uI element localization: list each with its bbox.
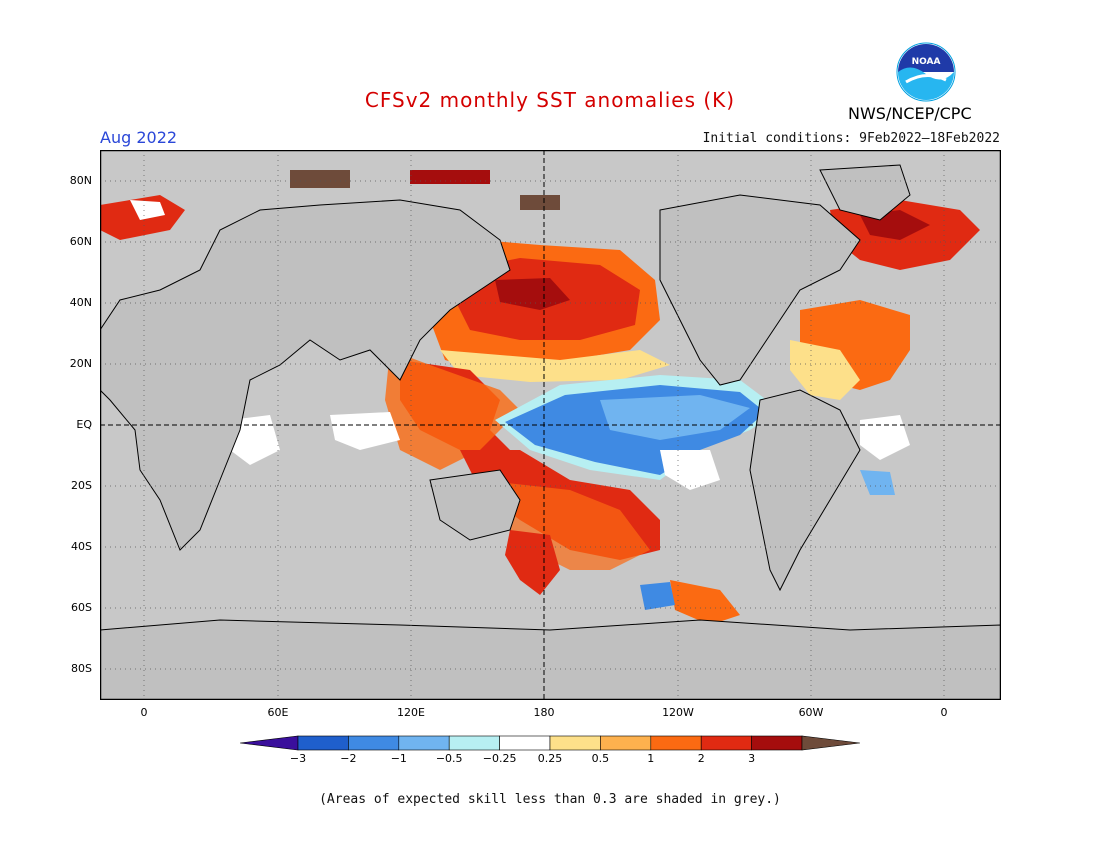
lat-tick-40s: 40S — [71, 540, 92, 553]
colorbar-bin — [650, 735, 702, 751]
lon-tick-120w: 120W — [662, 706, 694, 719]
colorbar-bin — [448, 735, 500, 751]
map-frame — [100, 150, 1001, 700]
colorbar-bin — [297, 735, 349, 751]
south-pacific-orange — [480, 480, 650, 570]
landmass-antarctica — [100, 619, 1001, 700]
colorbar-tick-label: −3 — [289, 752, 307, 765]
indian-ocean-neutral-b — [330, 412, 400, 450]
anomaly-field — [100, 170, 980, 625]
colorbar-tick-label: 0.25 — [537, 752, 563, 765]
south-atlantic-cold — [860, 470, 895, 495]
logo-text: NOAA — [912, 57, 941, 67]
landmass-south-america — [749, 389, 861, 592]
south-pacific-tasman — [505, 530, 560, 595]
colorbar-tick-label: −0.25 — [482, 752, 517, 765]
colorbar — [240, 735, 860, 751]
equatorial-cold-light — [600, 395, 750, 440]
colorbar-tick-label: 3 — [748, 752, 756, 765]
lon-tick-180: 180 — [533, 706, 555, 719]
west-pacific-orange — [385, 350, 520, 470]
arctic-patch-b — [410, 170, 490, 184]
southern-ocean-warm — [670, 580, 740, 625]
colorbar-tick-label: −0.5 — [435, 752, 463, 765]
lat-tick-80n: 80N — [69, 174, 92, 187]
initial-conditions-label: Initial conditions: 9Feb2022–18Feb2022 — [702, 131, 1000, 146]
continents — [100, 164, 1001, 700]
colorbar-max-arrow — [801, 735, 860, 751]
labrador-white — [130, 200, 165, 220]
landmass-africa-eurasia — [100, 199, 511, 551]
map-title: CFSv2 monthly SST anomalies (K) — [364, 88, 736, 112]
noaa-logo-icon: NOAA — [896, 42, 956, 102]
lon-tick-0: 0 — [140, 706, 148, 719]
indian-ocean-neutral-a — [230, 415, 280, 465]
colorbar-bin — [398, 735, 450, 751]
arctic-patch-c — [520, 195, 560, 210]
southern-ocean-cold — [640, 582, 675, 610]
valid-month-label: Aug 2022 — [100, 128, 178, 147]
lon-tick-60w: 60W — [798, 706, 824, 719]
colorbar-tick-label: −2 — [340, 752, 357, 765]
sst-anomaly-map — [100, 150, 1001, 700]
lon-tick-0-east: 0 — [940, 706, 948, 719]
landmass-australia — [429, 469, 521, 541]
colorbar-tick-label: 0.5 — [591, 752, 610, 765]
lat-tick-80s: 80S — [71, 662, 92, 675]
north-pacific-core — [495, 278, 570, 310]
colorbar-bin — [549, 735, 601, 751]
lat-tick-20n: 20N — [69, 357, 92, 370]
lon-tick-120e: 120E — [397, 706, 425, 719]
north-pacific-yellow-band — [440, 350, 670, 382]
north-atlantic-yellow — [790, 340, 860, 400]
lon-tick-60e: 60E — [267, 706, 289, 719]
lat-tick-20s: 20S — [71, 479, 92, 492]
colorbar-bin — [348, 735, 400, 751]
landmass-greenland — [819, 164, 911, 221]
east-pacific-neutral — [660, 450, 720, 490]
lat-tick-40n: 40N — [69, 296, 92, 309]
colorbar-tick-label: 1 — [647, 752, 655, 765]
skill-footnote: (Areas of expected skill less than 0.3 a… — [319, 792, 781, 807]
colorbar-min-arrow — [240, 735, 299, 751]
colorbar-tick-label: −1 — [390, 752, 407, 765]
lat-tick-60s: 60S — [71, 601, 92, 614]
colorbar-bin — [600, 735, 652, 751]
agency-label: NWS/NCEP/CPC — [848, 104, 972, 123]
lat-tick-eq: EQ — [76, 418, 92, 431]
arctic-patch-a — [290, 170, 350, 188]
colorbar-tick-label: 2 — [697, 752, 705, 765]
south-atlantic-neutral — [860, 415, 910, 460]
lat-tick-60n: 60N — [69, 235, 92, 248]
colorbar-bin — [499, 735, 551, 751]
colorbar-bin — [700, 735, 752, 751]
landmass-north-america — [659, 194, 861, 386]
colorbar-bin — [751, 735, 803, 751]
